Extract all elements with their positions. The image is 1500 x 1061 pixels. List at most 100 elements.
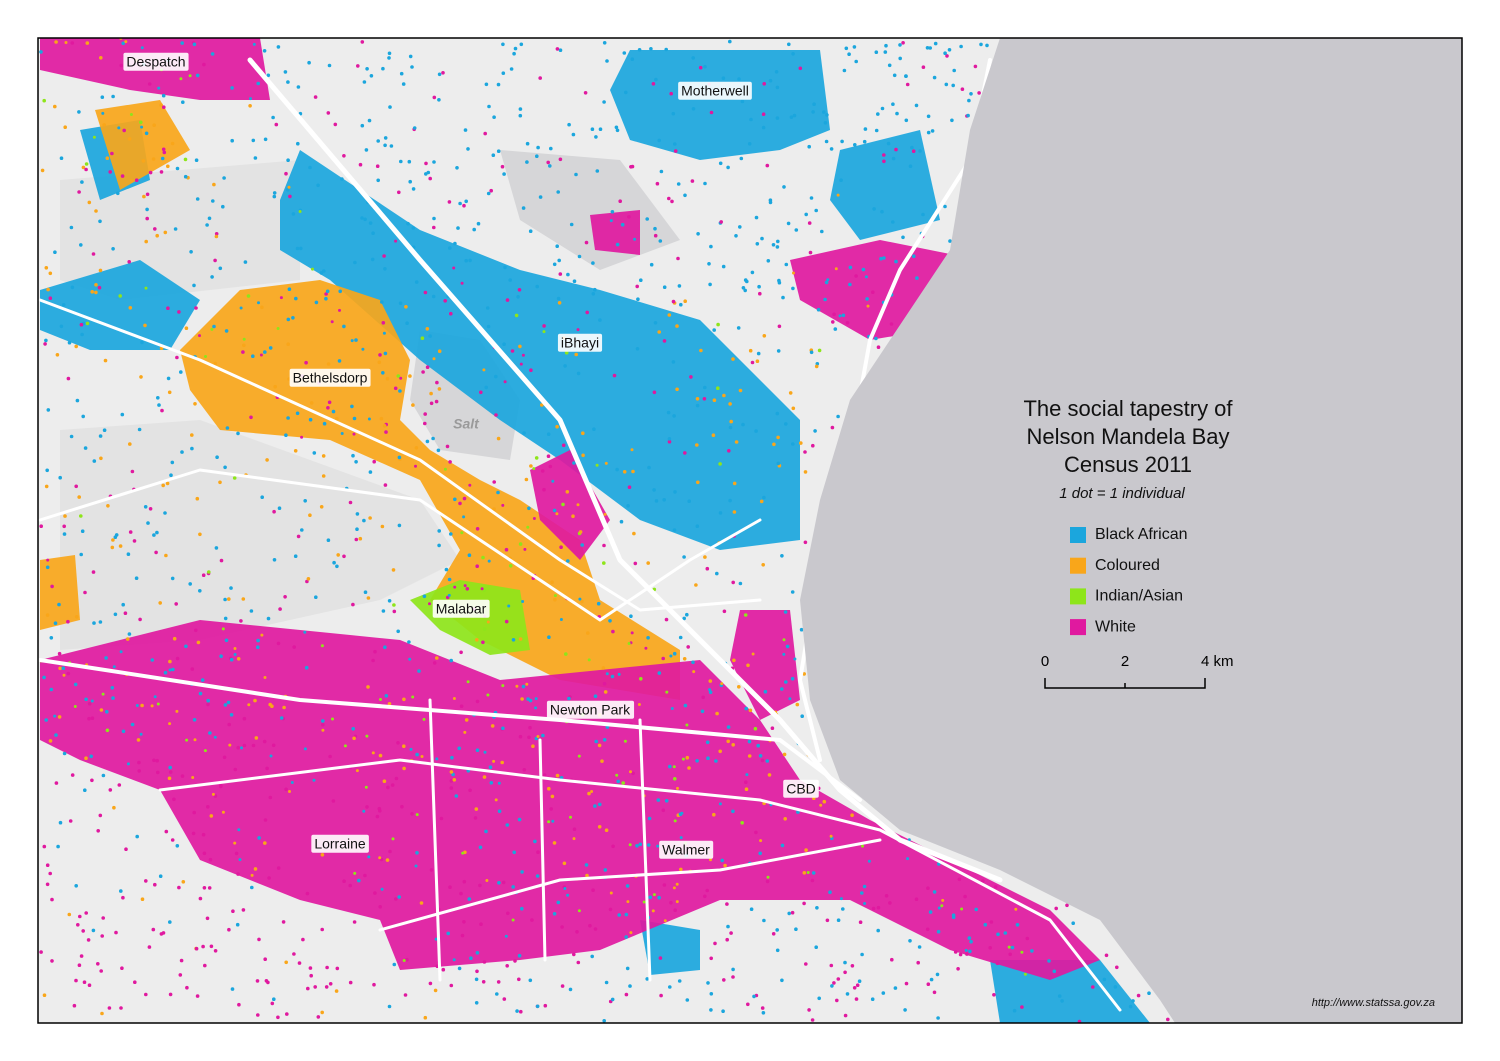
dot (504, 619, 509, 624)
dot (175, 709, 179, 713)
dot (335, 416, 339, 421)
dot (658, 239, 663, 243)
dot (904, 74, 908, 78)
dot (615, 128, 620, 133)
dot (249, 415, 253, 420)
dot (708, 690, 713, 694)
dot (429, 401, 434, 406)
dot (185, 985, 189, 990)
dot (44, 718, 48, 722)
dot (611, 629, 615, 634)
dot (763, 689, 768, 694)
dot (861, 267, 866, 272)
dot (377, 360, 382, 365)
dot (1104, 953, 1109, 958)
dot (67, 340, 72, 345)
dot (457, 966, 462, 971)
dot (651, 909, 655, 913)
dot (234, 851, 239, 856)
dot (540, 469, 545, 473)
title-line: The social tapestry of (1023, 396, 1233, 421)
dot (839, 178, 843, 182)
dot (168, 770, 173, 774)
dot (664, 799, 669, 803)
dot (189, 250, 193, 254)
dot (74, 344, 78, 349)
dot (963, 894, 967, 899)
dot (163, 511, 167, 515)
dot (792, 113, 797, 118)
dot (192, 810, 196, 815)
dot (936, 929, 941, 934)
dot (695, 443, 699, 447)
dot (378, 753, 383, 758)
dot (171, 667, 175, 672)
dot (485, 879, 489, 882)
dot (762, 918, 766, 923)
dot (263, 957, 268, 961)
dot (676, 256, 680, 261)
dot (269, 754, 273, 758)
dot (312, 451, 317, 455)
dot (712, 328, 716, 332)
dot (758, 754, 763, 758)
dot (479, 390, 483, 395)
dot (681, 757, 685, 761)
dot (81, 414, 85, 419)
dot (108, 170, 112, 174)
dot (528, 978, 533, 983)
dot (462, 515, 466, 519)
dot (863, 127, 868, 131)
dot (830, 984, 834, 988)
dot (718, 462, 722, 466)
dot (222, 176, 226, 180)
dot (887, 63, 892, 68)
dot (504, 547, 509, 552)
dot (744, 787, 749, 791)
dot (891, 156, 896, 161)
dot (829, 963, 834, 968)
dot (256, 81, 261, 86)
dot (56, 844, 60, 849)
dot (571, 514, 575, 518)
dot (581, 431, 585, 436)
dot (648, 895, 652, 900)
dot (941, 898, 945, 902)
dot (113, 535, 118, 539)
dot (435, 380, 439, 385)
dot (354, 460, 358, 464)
dot (79, 322, 84, 327)
dot (761, 563, 765, 567)
dot (1025, 936, 1030, 941)
dot (355, 512, 360, 516)
dot (212, 324, 216, 329)
dot (428, 334, 432, 338)
dot (326, 538, 331, 542)
dot (376, 178, 381, 183)
dot (437, 349, 442, 354)
dot (123, 611, 128, 615)
dot (996, 932, 1000, 937)
dot (809, 196, 814, 200)
dot (373, 649, 377, 654)
dot (782, 752, 787, 757)
dot (627, 215, 631, 219)
dot (371, 658, 375, 663)
label-box (311, 834, 369, 853)
dot (830, 425, 835, 430)
dot (578, 530, 583, 534)
dot (672, 528, 677, 532)
dot (382, 424, 387, 428)
dot (164, 553, 168, 558)
dot (780, 554, 784, 558)
dot (638, 842, 643, 847)
dot (572, 279, 577, 284)
dot (679, 302, 683, 307)
dot (190, 667, 195, 671)
dot (886, 141, 891, 146)
dot (59, 156, 64, 160)
dot (331, 717, 334, 721)
dot (230, 86, 234, 90)
dot (738, 225, 742, 229)
dot (780, 687, 784, 691)
